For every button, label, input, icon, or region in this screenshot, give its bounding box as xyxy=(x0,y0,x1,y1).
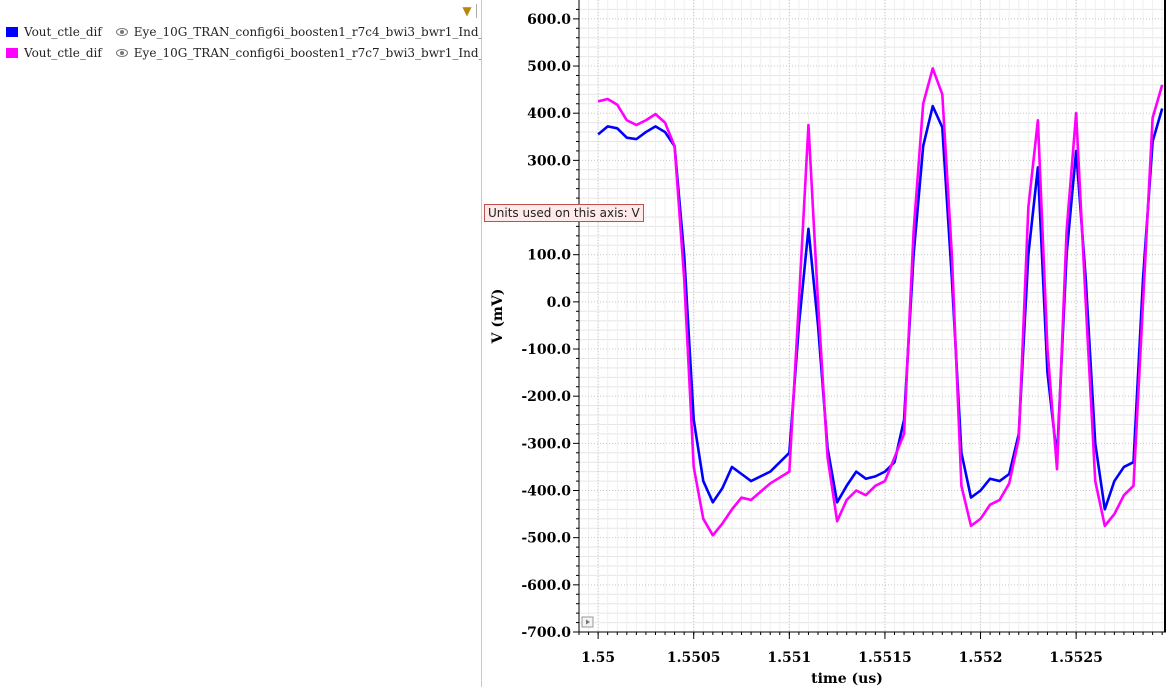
y-tick-label: 400.0 xyxy=(527,106,571,122)
legend-swatch-blue xyxy=(6,27,18,37)
axis-units-tooltip: Units used on this axis: V xyxy=(484,204,644,222)
y-tick-label: 600.0 xyxy=(527,12,571,28)
y-tick-label: 100.0 xyxy=(527,248,571,264)
y-tick-label: -300.0 xyxy=(521,436,571,452)
x-tick-label: 1.5525 xyxy=(1049,650,1103,666)
y-tick-label: 500.0 xyxy=(527,59,571,75)
legend-signal-name: Vout_ctle_dif xyxy=(24,25,102,39)
legend-source-name: Eye_10G_TRAN_config6i_boosten1_r7c4_bwi3… xyxy=(133,25,482,39)
y-tick-label: -700.0 xyxy=(521,625,571,641)
y-tick-label: -100.0 xyxy=(521,342,571,358)
x-tick-label: 1.55 xyxy=(581,650,615,666)
legend-panel: ▼ Vout_ctle_dif Eye_10G_TRAN_config6i_bo… xyxy=(0,0,482,687)
legend-source-name: Eye_10G_TRAN_config6i_boosten1_r7c7_bwi3… xyxy=(133,46,482,60)
x-tick-label: 1.552 xyxy=(959,650,1003,666)
legend-item-r7c7[interactable]: Vout_ctle_dif Eye_10G_TRAN_config6i_boos… xyxy=(6,43,482,63)
x-axis-title: time (us) xyxy=(811,671,883,687)
eye-icon[interactable] xyxy=(115,49,128,57)
y-tick-label: -200.0 xyxy=(521,389,571,405)
series-line-1 xyxy=(597,67,1164,537)
play-icon xyxy=(586,619,590,625)
x-tick-label: 1.5505 xyxy=(667,650,721,666)
y-tick-label: -400.0 xyxy=(521,484,571,500)
legend-swatch-magenta xyxy=(6,48,18,58)
y-tick-label: -600.0 xyxy=(521,578,571,594)
waveform-chart[interactable]: 600.0 500.0 400.0 300.0 100.0 0.0 -100.0 -200.0… xyxy=(482,0,1166,687)
legend-item-r7c4[interactable]: Vout_ctle_dif Eye_10G_TRAN_config6i_boos… xyxy=(6,22,482,42)
legend-signal-name: Vout_ctle_dif xyxy=(24,46,102,60)
plot-area[interactable]: 600.0 500.0 400.0 300.0 100.0 0.0 -100.0 -200.0… xyxy=(482,0,1166,687)
y-tick-label: 0.0 xyxy=(547,295,572,311)
x-tick-label: 1.5515 xyxy=(858,650,912,666)
eye-icon[interactable] xyxy=(115,28,128,36)
y-tick-label: -500.0 xyxy=(521,531,571,547)
y-tick-label: 300.0 xyxy=(527,153,571,169)
filter-icon[interactable]: ▼ xyxy=(458,4,477,18)
x-tick-label: 1.551 xyxy=(767,650,811,666)
y-axis-title: V (mV) xyxy=(490,289,506,345)
